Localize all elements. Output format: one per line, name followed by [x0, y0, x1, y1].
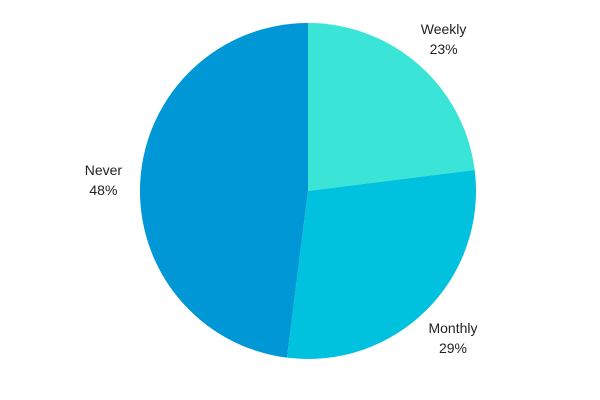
- slice-percent-never: 48%: [89, 182, 117, 198]
- slice-label-monthly: Monthly: [428, 320, 477, 336]
- pie-slice-monthly: [286, 169, 477, 360]
- slice-percent-monthly: 29%: [439, 340, 467, 356]
- slice-percent-weekly: 23%: [430, 41, 458, 57]
- pie-slices: [139, 23, 477, 360]
- pie-slice-weekly: [308, 23, 475, 191]
- slice-label-never: Never: [85, 162, 123, 178]
- slice-label-weekly: Weekly: [421, 21, 467, 37]
- pie-slice-never: [139, 23, 308, 358]
- pie-labels: Weekly 23% Monthly 29% Never 48%: [85, 21, 478, 356]
